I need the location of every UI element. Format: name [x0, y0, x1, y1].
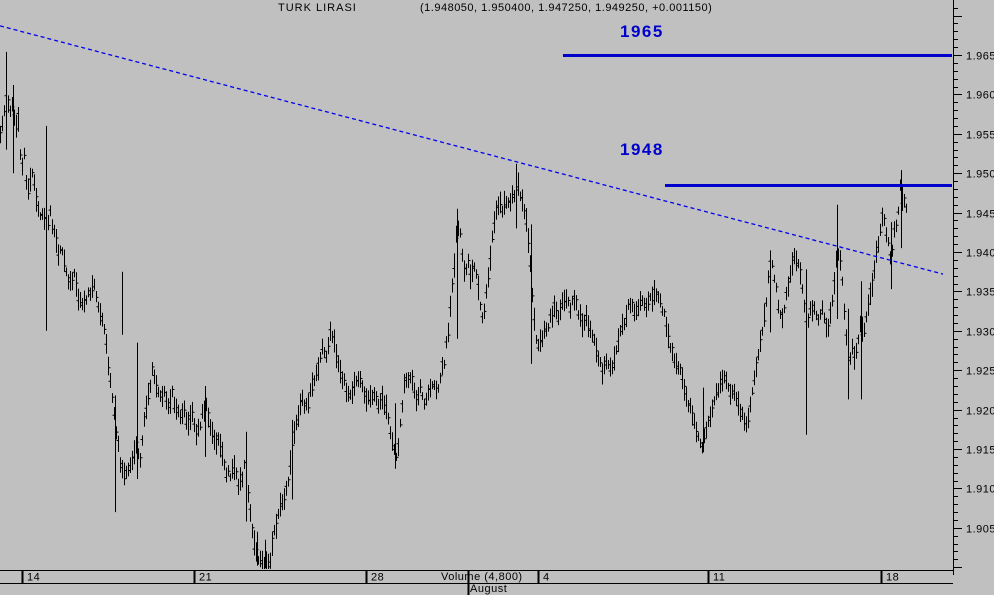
- y-axis-label: 1.960: [966, 90, 994, 102]
- y-axis-label: 1.945: [966, 209, 994, 221]
- y-axis-label: 1.905: [966, 524, 994, 536]
- y-axis-label: 1.925: [966, 366, 994, 378]
- x-axis-label: 4: [543, 572, 550, 584]
- y-axis-label: 1.955: [966, 130, 994, 142]
- y-axis-label: 1.915: [966, 445, 994, 457]
- x-axis-label: 28: [371, 572, 384, 584]
- y-axis-label: 1.965: [966, 51, 994, 63]
- month-label: August: [470, 583, 508, 595]
- y-axis-label: 1.910: [966, 484, 994, 496]
- price-spike-bars: [6, 51, 902, 568]
- chart-ohlc-quote: (1.948050, 1.950400, 1.947250, 1.949250,…: [420, 2, 713, 14]
- y-axis-label: 1.950: [966, 169, 994, 181]
- y-axis-label: 1.920: [966, 406, 994, 418]
- y-axis-label: 1.935: [966, 287, 994, 299]
- x-axis-label: 14: [27, 572, 40, 584]
- x-axis-label: 18: [886, 572, 899, 584]
- chart-title: TURK LIRASI: [278, 2, 357, 14]
- price-series: [0, 51, 907, 569]
- chart-overlays: [0, 25, 952, 275]
- resistance-label-1948: 1948: [620, 140, 664, 159]
- x-axis-label: 11: [713, 572, 725, 584]
- trendline: [0, 25, 944, 275]
- volume-label: Volume (4,800): [441, 571, 523, 583]
- x-axis-label: 21: [199, 572, 212, 584]
- y-axis-label: 1.930: [966, 327, 994, 339]
- resistance-label-1965: 1965: [620, 22, 664, 41]
- y-axis-label: 1.940: [966, 248, 994, 260]
- price-bar-ticks: [0, 95, 907, 569]
